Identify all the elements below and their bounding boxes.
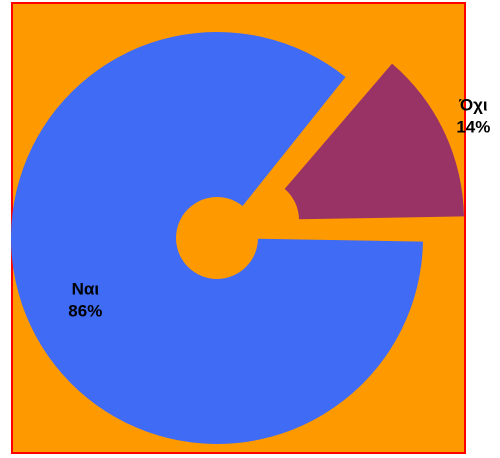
pie-slice-yes	[11, 32, 423, 445]
pie-slices	[11, 32, 464, 445]
pie-slice-no	[284, 63, 464, 220]
slice-value-yes: 86%	[68, 302, 102, 321]
slice-value-no: 14%	[456, 118, 490, 137]
slice-label-no: Όχι	[458, 96, 488, 115]
slice-labels: Ναι 86% Όχι 14%	[68, 96, 490, 321]
slice-label-yes: Ναι	[72, 280, 100, 299]
